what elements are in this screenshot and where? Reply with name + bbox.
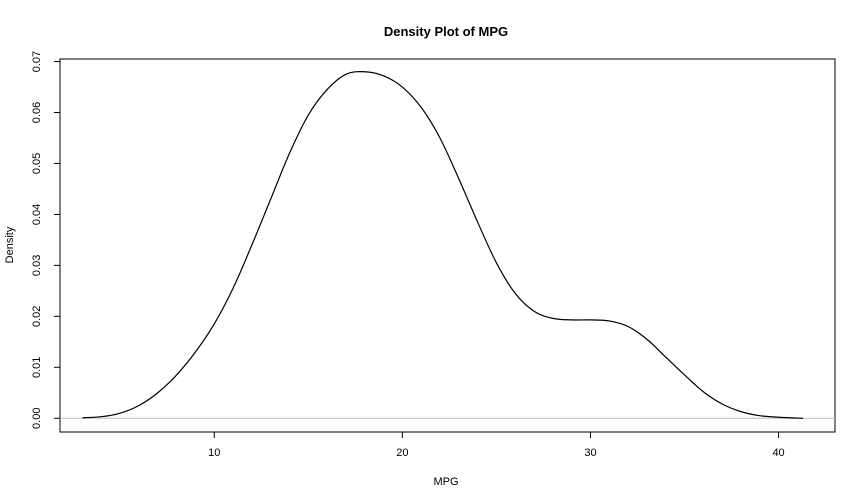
x-tick-label: 20: [396, 447, 408, 459]
density-curve: [82, 71, 804, 419]
y-axis-label: Density: [4, 226, 16, 263]
y-axis: 0.00 0.01 0.02 0.03 0.04 0.05 0.06 0.07: [31, 51, 61, 429]
y-tick-label: 0.05: [31, 153, 43, 174]
x-axis: 10 20 30 40: [208, 431, 785, 459]
chart-title: Density Plot of MPG: [384, 24, 508, 39]
y-tick-label: 0.07: [31, 51, 43, 72]
x-tick-label: 40: [772, 447, 784, 459]
y-tick-label: 0.02: [31, 306, 43, 327]
x-axis-label: MPG: [433, 476, 458, 488]
y-tick-label: 0.03: [31, 255, 43, 276]
x-tick-label: 30: [584, 447, 596, 459]
y-tick-label: 0.00: [31, 408, 43, 429]
y-tick-label: 0.06: [31, 102, 43, 123]
y-tick-label: 0.04: [31, 204, 43, 225]
y-tick-label: 0.01: [31, 357, 43, 378]
x-tick-label: 10: [208, 447, 220, 459]
